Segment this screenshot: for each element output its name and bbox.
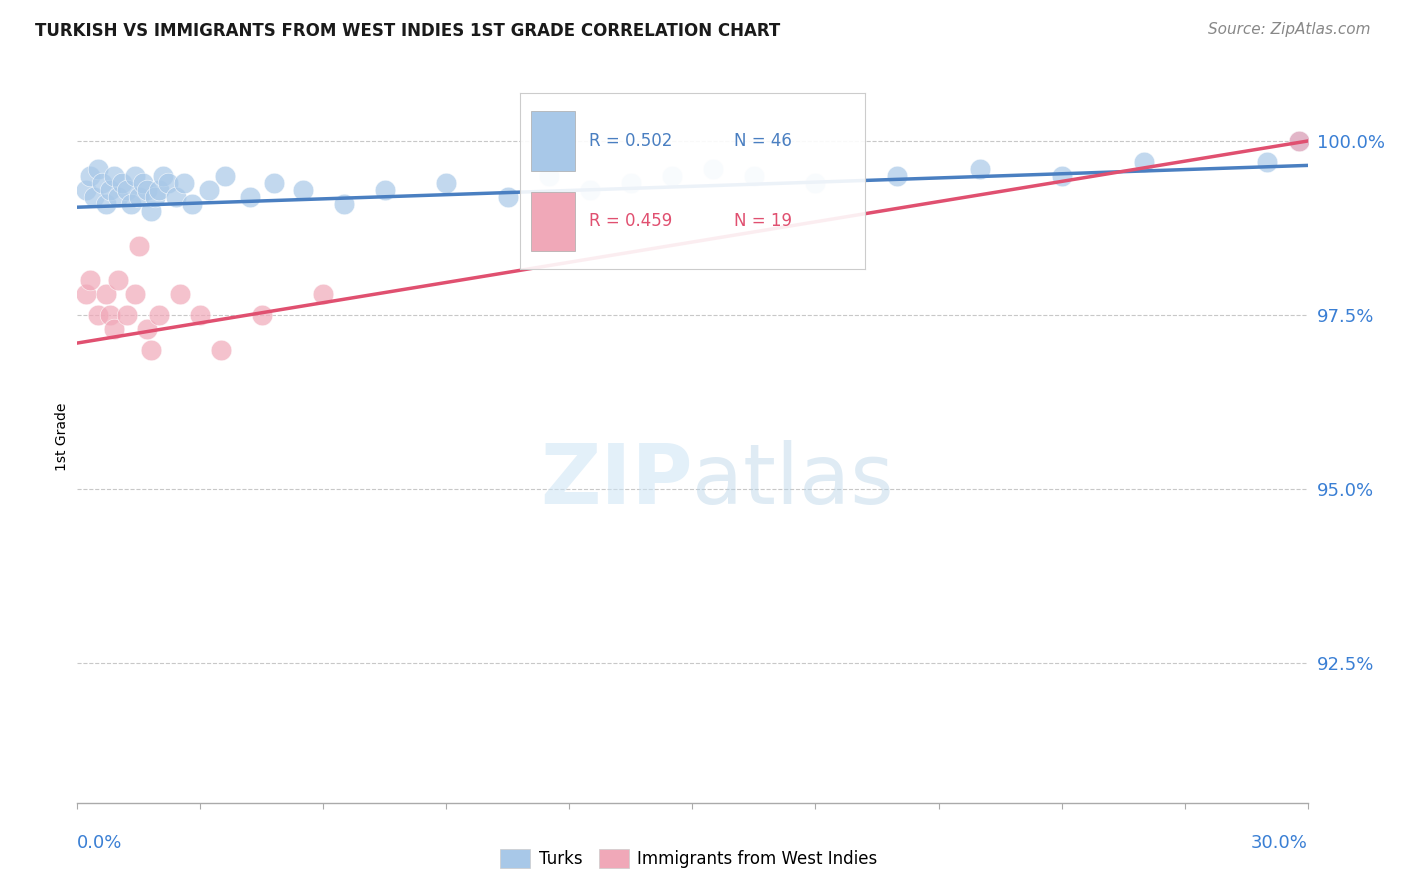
Point bbox=[124, 169, 146, 183]
Text: TURKISH VS IMMIGRANTS FROM WEST INDIES 1ST GRADE CORRELATION CHART: TURKISH VS IMMIGRANTS FROM WEST INDIES 1… bbox=[35, 22, 780, 40]
Point bbox=[291, 183, 314, 197]
Point bbox=[90, 176, 114, 190]
Point bbox=[115, 183, 138, 197]
Point bbox=[579, 183, 602, 197]
Point bbox=[98, 308, 121, 322]
Text: ZIP: ZIP bbox=[540, 441, 693, 522]
Point bbox=[128, 190, 150, 204]
Point bbox=[661, 169, 683, 183]
Point bbox=[124, 287, 146, 301]
Point bbox=[141, 203, 163, 218]
Point bbox=[83, 190, 105, 204]
Point bbox=[79, 273, 101, 287]
Point bbox=[115, 308, 138, 322]
Point bbox=[107, 190, 129, 204]
Point bbox=[120, 196, 142, 211]
Point bbox=[87, 308, 110, 322]
Point bbox=[87, 161, 110, 176]
Point bbox=[107, 273, 129, 287]
Point bbox=[148, 308, 170, 322]
Point bbox=[165, 190, 187, 204]
Text: 0.0%: 0.0% bbox=[77, 834, 122, 852]
Point bbox=[75, 183, 97, 197]
Point bbox=[181, 196, 204, 211]
Y-axis label: 1st Grade: 1st Grade bbox=[55, 403, 69, 471]
Point bbox=[312, 287, 335, 301]
Point bbox=[374, 183, 396, 197]
Point bbox=[128, 238, 150, 252]
Point bbox=[1132, 155, 1154, 169]
Point bbox=[173, 176, 195, 190]
Point bbox=[620, 176, 643, 190]
Point bbox=[94, 287, 117, 301]
Point bbox=[537, 169, 560, 183]
Point bbox=[132, 176, 155, 190]
Point bbox=[103, 169, 125, 183]
Point bbox=[136, 322, 159, 336]
Point bbox=[148, 183, 170, 197]
Point bbox=[103, 322, 125, 336]
Point bbox=[804, 176, 827, 190]
Point bbox=[136, 183, 159, 197]
Point bbox=[969, 161, 991, 176]
Point bbox=[1256, 155, 1278, 169]
Point bbox=[169, 287, 191, 301]
Point bbox=[496, 190, 519, 204]
Point bbox=[111, 176, 134, 190]
Point bbox=[1288, 134, 1310, 148]
Point bbox=[1288, 134, 1310, 148]
Point bbox=[156, 176, 179, 190]
Point bbox=[886, 169, 908, 183]
Point bbox=[214, 169, 236, 183]
Point bbox=[152, 169, 174, 183]
Point bbox=[742, 169, 765, 183]
Text: atlas: atlas bbox=[693, 441, 894, 522]
Text: 30.0%: 30.0% bbox=[1251, 834, 1308, 852]
Point bbox=[702, 161, 724, 176]
Point bbox=[98, 183, 121, 197]
Legend: Turks, Immigrants from West Indies: Turks, Immigrants from West Indies bbox=[494, 842, 884, 875]
Point bbox=[197, 183, 219, 197]
Point bbox=[436, 176, 458, 190]
Point bbox=[141, 343, 163, 357]
Point bbox=[79, 169, 101, 183]
Point bbox=[75, 287, 97, 301]
Point bbox=[143, 190, 166, 204]
Point bbox=[239, 190, 262, 204]
Point bbox=[250, 308, 273, 322]
Point bbox=[263, 176, 285, 190]
Text: Source: ZipAtlas.com: Source: ZipAtlas.com bbox=[1208, 22, 1371, 37]
Point bbox=[1050, 169, 1073, 183]
Point bbox=[333, 196, 356, 211]
Point bbox=[188, 308, 212, 322]
Point bbox=[94, 196, 117, 211]
Point bbox=[209, 343, 232, 357]
